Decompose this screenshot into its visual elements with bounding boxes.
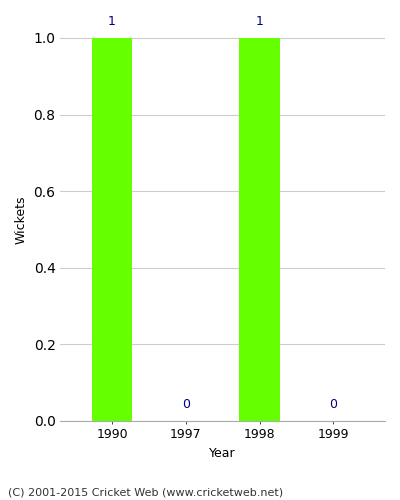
Text: (C) 2001-2015 Cricket Web (www.cricketweb.net): (C) 2001-2015 Cricket Web (www.cricketwe… [8,488,283,498]
Text: 1: 1 [256,16,264,28]
Bar [92,38,132,421]
Bar [239,38,280,421]
Text: 1: 1 [108,16,116,28]
Text: 0: 0 [182,398,190,411]
X-axis label: Year: Year [209,447,236,460]
Text: 0: 0 [329,398,337,411]
Y-axis label: Wickets: Wickets [15,196,28,244]
